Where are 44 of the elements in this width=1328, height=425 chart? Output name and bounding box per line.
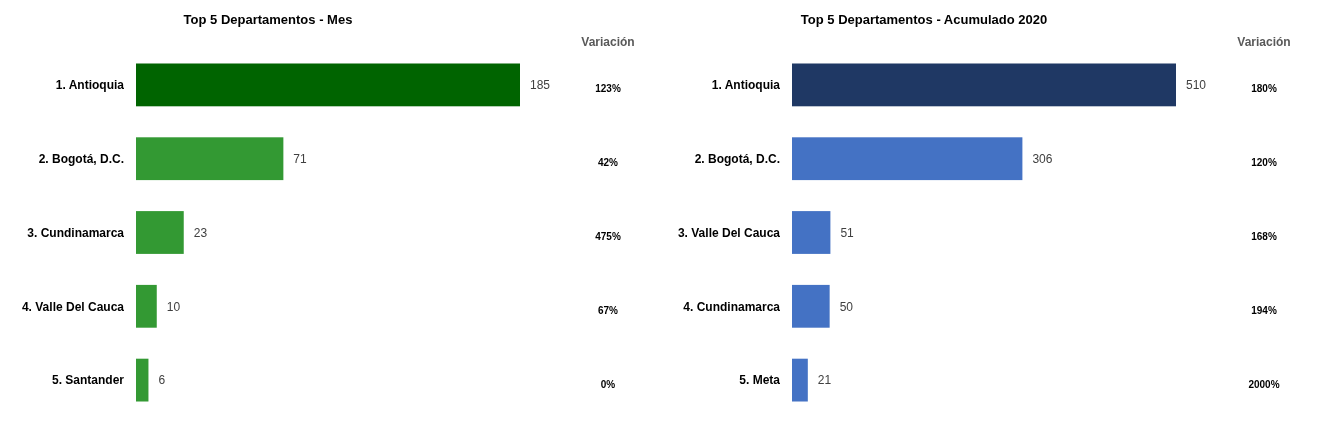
data-label: 50 <box>839 299 854 314</box>
text: 0% <box>600 378 616 390</box>
data-label: 21 <box>817 373 832 388</box>
y-tick-label: 1. Antioquia <box>711 78 781 93</box>
text: 475% <box>595 231 621 242</box>
y-tick-label: 3. Valle Del Cauca <box>677 225 781 240</box>
data-label: 510 <box>1186 78 1207 93</box>
data-label: 185 <box>530 78 551 93</box>
bar <box>136 358 149 402</box>
bar <box>136 63 520 107</box>
bar <box>136 211 184 254</box>
y-tick-label: 2. Bogotá, D.C. <box>694 151 780 166</box>
y-tick-label: 5. Santander <box>51 373 125 388</box>
y-tick-label: 3. Cundinamarca <box>27 225 125 240</box>
y-tick-label: 4. Valle Del Cauca <box>21 299 125 314</box>
y-tick-label: 1. Antioquia <box>55 78 125 93</box>
y-tick-label: 4. Cundinamarca <box>683 299 781 314</box>
bar <box>792 137 1023 181</box>
bar <box>136 284 157 328</box>
data-label: 71 <box>293 151 308 166</box>
text: Variación <box>581 35 635 49</box>
y-tick-label: 2. Bogotá, D.C. <box>38 151 124 166</box>
chart-title: Top 5 Departamentos - Acumulado 2020 <box>800 12 1048 27</box>
text: 120% <box>1251 157 1277 169</box>
y-tick-label: 5. Meta <box>739 373 781 388</box>
bar <box>792 358 808 402</box>
data-label: 51 <box>840 225 855 240</box>
text: 168% <box>1251 231 1277 242</box>
bar <box>792 63 1176 107</box>
data-label: 6 <box>158 373 166 388</box>
text: 194% <box>1251 304 1277 316</box>
bar <box>792 284 830 328</box>
text: 42% <box>597 157 619 169</box>
text: 123% <box>595 83 621 95</box>
text: 180% <box>1251 83 1277 95</box>
bar <box>792 211 831 254</box>
text: 2000% <box>1248 378 1280 390</box>
data-label: 23 <box>193 225 208 240</box>
data-label: 10 <box>166 299 181 314</box>
text: Variación <box>1237 35 1291 49</box>
chart-title: Top 5 Departamentos - Mes <box>183 12 353 27</box>
bar <box>136 137 284 181</box>
text: 67% <box>597 304 619 316</box>
data-label: 306 <box>1032 151 1053 166</box>
